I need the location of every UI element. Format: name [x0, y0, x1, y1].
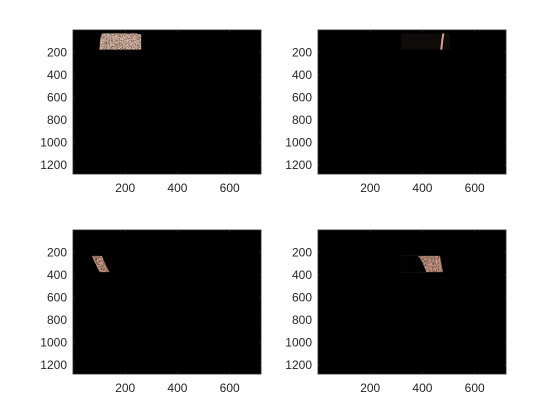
y-tick-label: 400	[292, 268, 312, 282]
y-tick-label: 1000	[40, 336, 67, 350]
y-tick-label: 800	[47, 113, 67, 127]
y-tick-label: 1000	[285, 336, 312, 350]
image-background	[73, 230, 261, 374]
x-tick-label: 200	[360, 381, 380, 395]
x-tick-label: 400	[167, 381, 187, 395]
image-background	[73, 30, 261, 174]
y-tick-label: 1200	[285, 358, 312, 372]
y-tick-label: 400	[47, 268, 67, 282]
y-tick-label: 800	[292, 313, 312, 327]
y-tick-label: 1200	[285, 158, 312, 172]
y-tick-label: 600	[47, 291, 67, 305]
y-tick-label: 600	[47, 91, 67, 105]
x-tick-label: 600	[465, 381, 485, 395]
y-tick-label: 400	[292, 68, 312, 82]
image-background	[318, 30, 506, 174]
x-tick-label: 400	[412, 381, 432, 395]
y-tick-label: 1200	[40, 158, 67, 172]
x-tick-label: 200	[115, 181, 135, 195]
image-content	[99, 33, 142, 50]
y-tick-label: 200	[47, 46, 67, 60]
y-tick-label: 1000	[40, 136, 67, 150]
skin-region	[99, 33, 142, 50]
x-tick-label: 200	[360, 181, 380, 195]
axes-frame	[72, 229, 262, 375]
axes-frame	[317, 229, 507, 375]
x-tick-label: 600	[220, 181, 240, 195]
axes-frame	[317, 29, 507, 175]
y-tick-label: 400	[47, 68, 67, 82]
y-tick-label: 200	[292, 246, 312, 260]
skin-region	[401, 255, 427, 273]
y-tick-label: 200	[47, 246, 67, 260]
image-content	[92, 255, 110, 273]
x-tick-label: 400	[167, 181, 187, 195]
x-tick-label: 600	[220, 381, 240, 395]
y-tick-label: 1200	[40, 358, 67, 372]
axes-bottom-right: 200 400 600 200 400 600 800 1000 1200	[285, 229, 507, 395]
y-tick-label: 1000	[285, 136, 312, 150]
image-content	[401, 255, 443, 273]
axes-bottom-left: 200 400 600 200 400 600 800 1000 1200	[40, 229, 262, 395]
x-tick-label: 600	[465, 181, 485, 195]
y-tick-label: 600	[292, 91, 312, 105]
y-tick-label: 800	[292, 113, 312, 127]
skin-region	[92, 255, 110, 273]
axes-top-left: 200 400 600 200 400 600 800 1000 1200	[40, 29, 262, 195]
image-content	[401, 33, 451, 50]
image-background	[318, 230, 506, 374]
x-tick-label: 400	[412, 181, 432, 195]
axes-top-right: 200 400 600 200 400 600 800 1000 1200	[285, 29, 507, 195]
y-tick-label: 200	[292, 46, 312, 60]
axes-frame	[72, 29, 262, 175]
y-tick-label: 600	[292, 291, 312, 305]
y-tick-label: 800	[47, 313, 67, 327]
skin-region	[401, 33, 451, 50]
x-tick-label: 200	[115, 381, 135, 395]
